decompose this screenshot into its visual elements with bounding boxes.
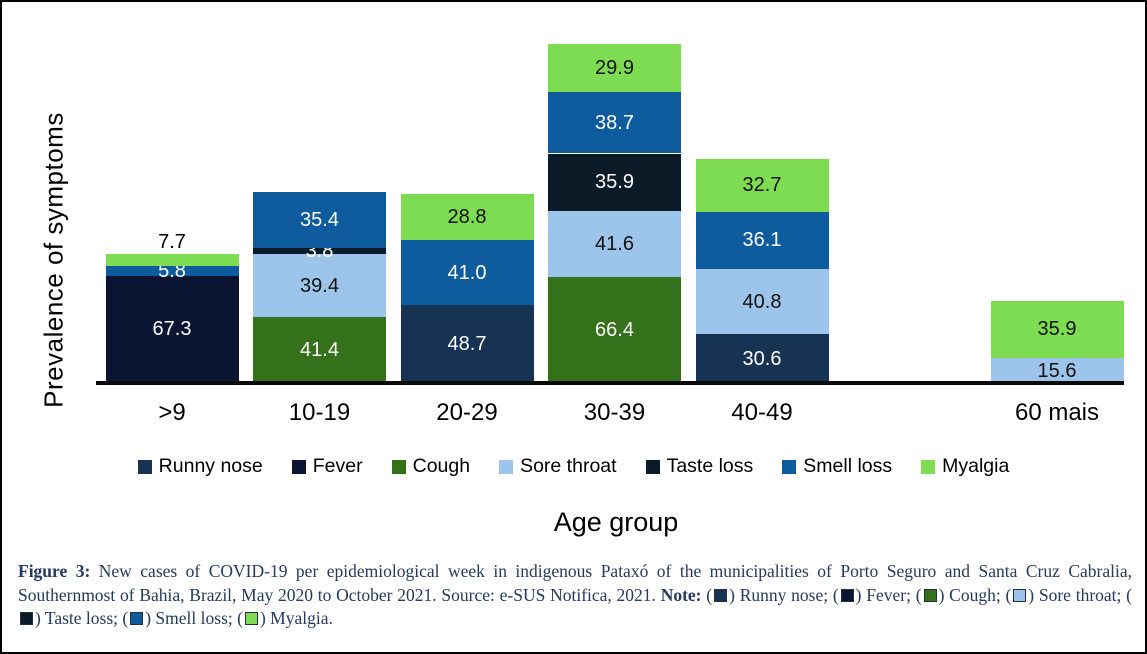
bar-segment: 38.7 bbox=[548, 91, 681, 154]
segment-value-label: 41.4 bbox=[300, 338, 339, 361]
legend-swatch-icon bbox=[782, 459, 797, 474]
bar-segment: 29.9 bbox=[548, 44, 681, 92]
segment-value-label: 66.4 bbox=[595, 319, 634, 342]
segment-value-label: 32.7 bbox=[742, 174, 782, 197]
figure-caption: Figure 3: New cases of COVID-19 per epid… bbox=[18, 561, 1132, 628]
bar-segment: 39.4 bbox=[253, 254, 386, 317]
bar-segment: 28.8 bbox=[400, 194, 534, 240]
x-tick-label: 60 mais bbox=[1014, 399, 1100, 426]
caption-swatch-icon bbox=[130, 612, 144, 625]
segment-value-label: 36.1 bbox=[742, 229, 782, 252]
legend-item: Runny nose bbox=[137, 455, 263, 478]
bar-group: 66.4 41.6 35.9 38.7 29.9 bbox=[548, 44, 681, 383]
legend-swatch-icon bbox=[921, 459, 936, 474]
legend: Runny nose Fever Cough Sore throat Taste los… bbox=[2, 455, 1145, 478]
caption-swatch-icon bbox=[1013, 588, 1027, 602]
segment-value-label: 41.6 bbox=[595, 232, 634, 255]
bar-group: 48.7 41.0 28.8 bbox=[400, 194, 534, 383]
legend-item: Taste loss bbox=[645, 455, 754, 478]
legend-swatch-icon bbox=[499, 459, 514, 474]
legend-label: Runny nose bbox=[158, 455, 263, 477]
bar-group: 30.6 40.8 36.1 32.7 bbox=[695, 159, 829, 383]
x-tick-label: 40-49 bbox=[731, 399, 793, 426]
y-axis-title: Prevalence of symptoms bbox=[38, 112, 69, 408]
caption-swatch-icon bbox=[923, 588, 937, 602]
legend-item: Fever bbox=[291, 455, 363, 478]
segment-value-label: 35.9 bbox=[595, 171, 634, 194]
bar-segment: 35.9 bbox=[548, 153, 681, 211]
caption-swatch-icon bbox=[714, 588, 728, 602]
legend-swatch-icon bbox=[291, 459, 306, 474]
segment-value-label: 35.9 bbox=[1037, 318, 1077, 341]
bar-segment: 40.8 bbox=[695, 269, 829, 335]
segment-value-label: 41.0 bbox=[447, 261, 487, 284]
bar-segment: 67.3 bbox=[105, 275, 239, 383]
caption-bold-text: Figure 3: bbox=[18, 561, 91, 581]
legend-label: Smell loss bbox=[803, 455, 893, 477]
x-tick-label: 10-19 bbox=[288, 399, 351, 426]
legend-label: Sore throat bbox=[520, 455, 617, 477]
legend-label: Fever bbox=[312, 455, 363, 477]
legend-swatch-icon bbox=[137, 459, 152, 474]
segment-value-label: 35.4 bbox=[300, 208, 339, 231]
legend-swatch-icon bbox=[391, 459, 406, 474]
segment-value-label: 39.4 bbox=[300, 274, 339, 297]
bar-group: 41.4 39.4 3.8 35.4 bbox=[253, 191, 386, 383]
legend-item: Cough bbox=[391, 455, 471, 478]
caption-swatch-icon bbox=[244, 612, 258, 625]
bar-segment: 3.8 bbox=[253, 241, 386, 261]
legend-swatch-icon bbox=[645, 459, 660, 474]
bar-segment: 35.9 bbox=[990, 300, 1124, 359]
bar-segment: 66.4 bbox=[548, 277, 681, 383]
x-tick-label: 30-39 bbox=[583, 399, 646, 426]
segment-value-label: 7.7 bbox=[158, 231, 186, 254]
legend-item: Myalgia bbox=[921, 455, 1009, 478]
legend-item: Smell loss bbox=[782, 455, 892, 478]
caption-swatch-icon bbox=[840, 588, 854, 602]
segment-value-label: 30.6 bbox=[742, 347, 782, 370]
bar-segment: 32.7 bbox=[695, 159, 829, 212]
segment-value-label: 28.8 bbox=[447, 205, 487, 228]
segment-value-label: 40.8 bbox=[742, 290, 782, 313]
segment-value-label: 38.7 bbox=[595, 111, 634, 134]
bar-segment: 30.6 bbox=[695, 334, 829, 383]
segment-value-label: 67.3 bbox=[152, 318, 192, 341]
bar-group: 67.3 5.8 7.7 bbox=[105, 232, 239, 383]
bar-segment: 35.4 bbox=[253, 191, 386, 249]
legend-label: Taste loss bbox=[666, 455, 754, 477]
segment-value-label: 48.7 bbox=[447, 333, 487, 356]
bar-segment: 41.0 bbox=[400, 239, 534, 306]
x-tick-label: 20-29 bbox=[436, 399, 498, 426]
legend-label: Cough bbox=[412, 455, 471, 477]
segment-value-label: 29.9 bbox=[595, 56, 634, 79]
caption-bold-text: Note: bbox=[660, 584, 702, 605]
bar-segment: 15.6 bbox=[990, 358, 1124, 383]
bar-segment bbox=[105, 254, 239, 267]
x-tick-label: >9 bbox=[158, 399, 186, 426]
bar-group: 15.6 35.9 bbox=[990, 300, 1124, 383]
x-axis-line bbox=[96, 381, 1124, 385]
caption-swatch-icon bbox=[20, 612, 33, 625]
legend-label: Myalgia bbox=[942, 455, 1010, 477]
bar-segment: 48.7 bbox=[400, 305, 534, 383]
bar-segment: 41.6 bbox=[548, 210, 681, 278]
bar-segment: 36.1 bbox=[695, 211, 829, 270]
bar-segment: 41.4 bbox=[253, 316, 386, 383]
bar-segment: 5.8 bbox=[105, 261, 239, 281]
legend-item: Sore throat bbox=[499, 455, 617, 478]
segment-value-label: 15.6 bbox=[1037, 359, 1077, 382]
x-axis-title: Age group bbox=[553, 507, 679, 537]
